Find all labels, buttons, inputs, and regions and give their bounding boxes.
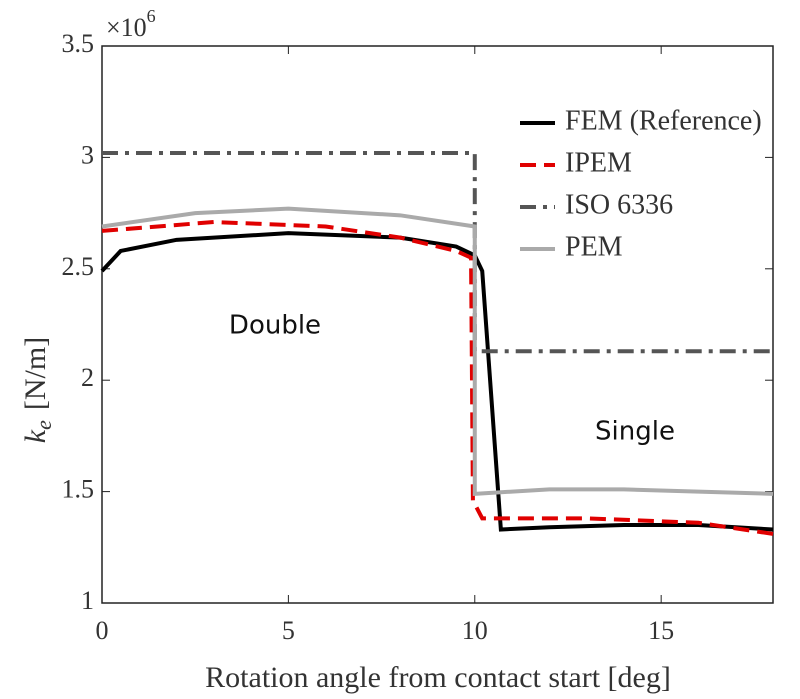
y-tick-label: 1.5: [62, 475, 95, 504]
x-tick-label: 5: [282, 616, 295, 645]
y-tick-label: 2.5: [62, 252, 95, 281]
legend-label: FEM (Reference): [565, 105, 762, 136]
y-tick-label: 3: [81, 140, 94, 169]
multiplier-base: ×10: [106, 13, 147, 42]
x-axis-label: Rotation angle from contact start [deg]: [205, 661, 671, 694]
y-unit: [N/m]: [19, 337, 52, 410]
legend-label: ISO 6336: [565, 189, 673, 220]
y-multiplier: ×106: [106, 6, 156, 42]
y-tick-label: 3.5: [62, 29, 95, 58]
line-series: [102, 150, 773, 354]
y-subscript: e: [31, 420, 56, 430]
legend-label: IPEM: [565, 147, 632, 178]
line-series: [100, 231, 774, 532]
y-tick-label: 2: [81, 363, 94, 392]
plot-frame: [101, 45, 774, 604]
legend-label: PEM: [565, 231, 623, 262]
annotation: Single: [595, 417, 675, 447]
x-tick-label: 0: [96, 616, 109, 645]
multiplier-exponent: 6: [147, 6, 156, 26]
annotation: Double: [229, 311, 321, 341]
x-tick-label: 15: [648, 616, 674, 645]
x-tick-label: 10: [462, 616, 488, 645]
y-symbol: k: [19, 429, 52, 443]
y-axis-label: ke [N/m]: [19, 337, 56, 443]
line-series: [101, 206, 774, 496]
line-series: [101, 220, 774, 536]
y-tick-label: 1: [81, 586, 94, 615]
